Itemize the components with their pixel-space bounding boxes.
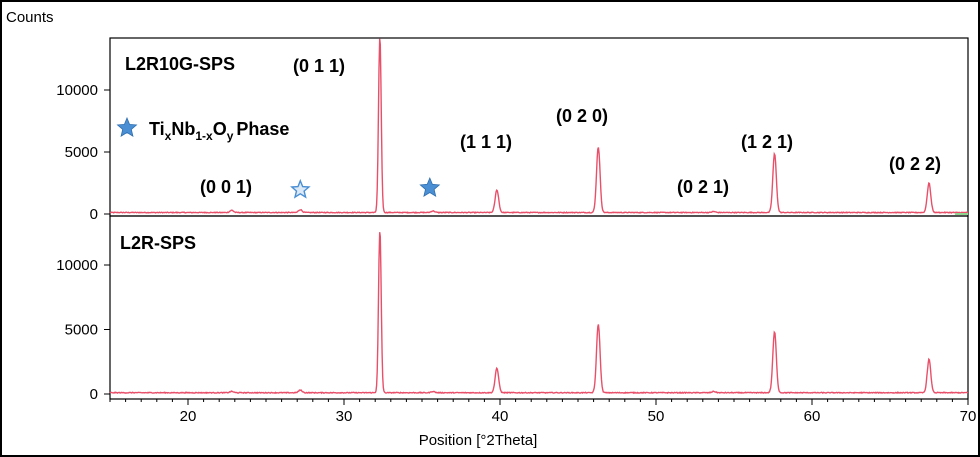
bottom-ytick-label-0: 0	[90, 386, 98, 403]
legend-sub-y: y	[227, 129, 234, 143]
miller-111: (1 1 1)	[460, 132, 512, 152]
bottom-series	[109, 232, 969, 395]
legend-ti: Ti	[149, 119, 165, 139]
bottom-ytick-label-5000: 5000	[65, 322, 98, 339]
top-ytick-label-10000: 10000	[56, 82, 98, 99]
legend-sub-x: x	[165, 129, 172, 143]
miller-121: (1 2 1)	[741, 132, 793, 152]
legend-o: O	[213, 119, 227, 139]
miller-011: (0 1 1)	[293, 56, 345, 76]
plot-area-bottom	[109, 215, 969, 400]
legend: TixNb1-xOy Phase	[116, 116, 289, 143]
phase-star-icon-1	[419, 176, 441, 197]
miller-001: (0 0 1)	[200, 177, 252, 197]
xtick-label-60: 60	[804, 408, 821, 425]
top-series	[109, 38, 968, 215]
panel-label-top: L2R10G-SPS	[125, 54, 235, 74]
phase-markers	[290, 176, 441, 199]
miller-022: (0 2 2)	[889, 154, 941, 174]
xtick-label-50: 50	[648, 408, 665, 425]
x-axis-title: Position [°2Theta]	[419, 432, 538, 449]
legend-sub-1x: 1-x	[195, 129, 213, 143]
y-axis-title: Counts	[6, 9, 54, 26]
x-ticks: 20 30 40 50 60 70	[109, 399, 977, 425]
legend-nb: Nb	[171, 119, 195, 139]
top-ytick-label-5000: 5000	[65, 144, 98, 161]
top-y-ticks: 0 5000 10000	[56, 82, 110, 223]
miller-020: (0 2 0)	[556, 106, 608, 126]
top-series-line-0	[109, 38, 968, 214]
xtick-label-20: 20	[180, 408, 197, 425]
top-ytick-label-0: 0	[90, 206, 98, 223]
bottom-series-line-0	[109, 232, 969, 395]
xtick-label-30: 30	[336, 408, 353, 425]
legend-phase: Phase	[236, 119, 289, 139]
xtick-label-40: 40	[492, 408, 509, 425]
legend-star-icon	[116, 116, 138, 137]
xtick-label-70: 70	[960, 408, 977, 425]
legend-text: TixNb1-xOy Phase	[149, 119, 289, 143]
bottom-ytick-label-10000: 10000	[56, 257, 98, 274]
miller-021: (0 2 1)	[677, 177, 729, 197]
panel-label-bottom: L2R-SPS	[120, 233, 196, 253]
phase-star-icon-0	[290, 178, 311, 199]
bottom-y-ticks: 0 5000 10000	[56, 257, 110, 403]
